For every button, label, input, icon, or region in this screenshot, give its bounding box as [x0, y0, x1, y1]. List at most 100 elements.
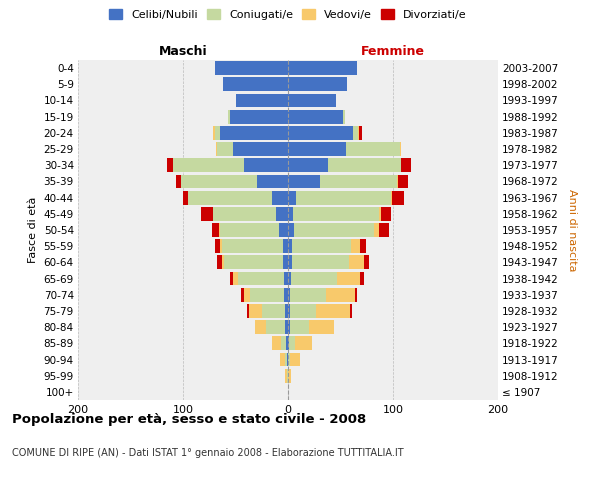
Text: Popolazione per età, sesso e stato civile - 2008: Popolazione per età, sesso e stato civil… [12, 412, 366, 426]
Bar [201, 207, 214, 220]
Bar [358, 126, 359, 140]
Bar [292, 240, 351, 253]
Bar [397, 174, 398, 188]
Bar [337, 272, 361, 285]
Bar [382, 207, 391, 220]
Bar [280, 352, 285, 366]
Bar [212, 223, 218, 237]
Bar [257, 174, 288, 188]
Bar [167, 158, 173, 172]
Bar [272, 336, 281, 350]
Text: Femmine: Femmine [361, 44, 425, 58]
Bar [288, 304, 290, 318]
Bar [284, 288, 288, 302]
Bar [266, 320, 285, 334]
Bar [379, 207, 382, 220]
Bar [233, 142, 288, 156]
Bar [288, 207, 293, 220]
Bar [288, 240, 292, 253]
Bar [215, 61, 288, 75]
Bar [359, 126, 362, 140]
Bar [288, 272, 291, 285]
Bar [288, 336, 289, 350]
Bar [295, 336, 312, 350]
Bar [349, 256, 364, 270]
Bar [288, 288, 290, 302]
Text: Maschi: Maschi [158, 44, 208, 58]
Bar [244, 288, 250, 302]
Bar [230, 272, 233, 285]
Bar [188, 190, 272, 204]
Bar [288, 223, 295, 237]
Bar [222, 240, 283, 253]
Bar [214, 207, 277, 220]
Bar [285, 369, 287, 382]
Bar [217, 256, 222, 270]
Bar [223, 78, 288, 91]
Bar [244, 158, 288, 172]
Bar [290, 320, 309, 334]
Bar [346, 142, 400, 156]
Bar [309, 320, 334, 334]
Bar [400, 142, 401, 156]
Y-axis label: Fasce di età: Fasce di età [28, 197, 38, 263]
Bar [290, 288, 326, 302]
Bar [398, 174, 408, 188]
Bar [364, 256, 369, 270]
Bar [215, 126, 220, 140]
Bar [328, 158, 401, 172]
Bar [374, 223, 379, 237]
Bar [283, 240, 288, 253]
Bar [284, 272, 288, 285]
Bar [353, 126, 358, 140]
Bar [278, 223, 288, 237]
Bar [220, 240, 222, 253]
Bar [256, 320, 266, 334]
Bar [285, 320, 288, 334]
Bar [288, 158, 328, 172]
Bar [235, 94, 288, 108]
Bar [290, 352, 299, 366]
Legend: Celibi/Nubili, Coniugati/e, Vedovi/e, Divorziati/e: Celibi/Nubili, Coniugati/e, Vedovi/e, Di… [106, 6, 470, 23]
Bar [222, 256, 224, 270]
Bar [214, 126, 215, 140]
Bar [272, 190, 288, 204]
Bar [172, 158, 244, 172]
Bar [176, 174, 181, 188]
Text: COMUNE DI RIPE (AN) - Dati ISTAT 1° gennaio 2008 - Elaborazione TUTTITALIA.IT: COMUNE DI RIPE (AN) - Dati ISTAT 1° genn… [12, 448, 404, 458]
Bar [288, 61, 358, 75]
Bar [287, 369, 288, 382]
Bar [361, 272, 364, 285]
Bar [350, 304, 352, 318]
Bar [288, 190, 296, 204]
Bar [343, 110, 345, 124]
Bar [351, 240, 361, 253]
Y-axis label: Anni di nascita: Anni di nascita [567, 188, 577, 271]
Bar [288, 369, 291, 382]
Bar [379, 223, 389, 237]
Bar [217, 142, 233, 156]
Bar [289, 336, 295, 350]
Bar [288, 320, 290, 334]
Bar [247, 304, 249, 318]
Bar [287, 352, 288, 366]
Bar [392, 190, 404, 204]
Bar [283, 256, 288, 270]
Bar [241, 288, 244, 302]
Bar [277, 207, 288, 220]
Bar [250, 288, 284, 302]
Bar [291, 272, 337, 285]
Bar [401, 158, 411, 172]
Bar [233, 272, 238, 285]
Bar [181, 174, 257, 188]
Bar [290, 304, 316, 318]
Bar [293, 207, 379, 220]
Bar [288, 256, 292, 270]
Bar [288, 174, 320, 188]
Bar [230, 110, 288, 124]
Bar [292, 256, 349, 270]
Bar [215, 240, 220, 253]
Bar [296, 190, 391, 204]
Bar [218, 223, 220, 237]
Bar [288, 126, 353, 140]
